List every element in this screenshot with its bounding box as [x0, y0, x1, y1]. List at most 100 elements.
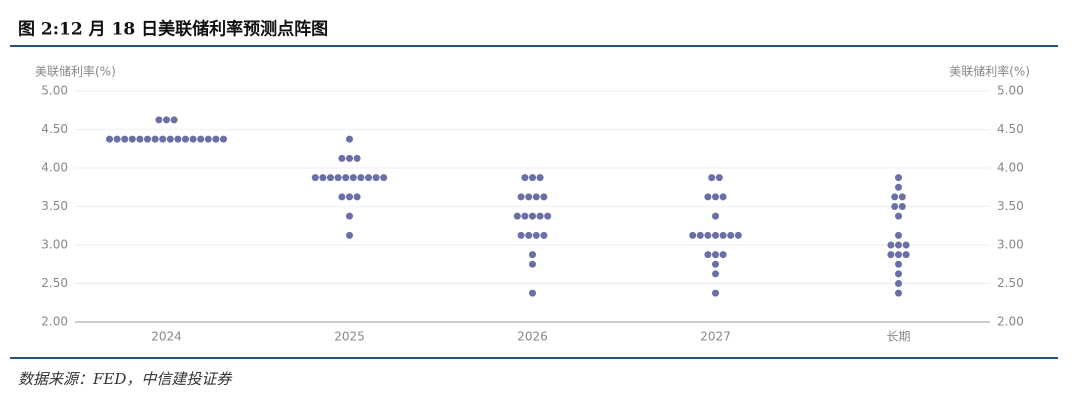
dot	[895, 280, 902, 287]
source-note: 数据来源：FED，中信建投证券	[18, 370, 232, 388]
dot	[338, 154, 346, 162]
dot	[715, 174, 723, 182]
dot	[513, 212, 521, 220]
dot	[525, 193, 533, 201]
y-tick-label: 5.00	[41, 84, 68, 98]
dot	[712, 251, 719, 259]
y-tick-label: 4.50	[41, 122, 68, 136]
dot	[113, 135, 121, 143]
dot	[346, 231, 353, 239]
y-tick-label: 3.50	[41, 199, 68, 213]
dot	[521, 174, 529, 182]
dot	[319, 174, 327, 182]
dot	[712, 212, 719, 220]
dot	[544, 212, 552, 220]
dot	[155, 116, 163, 124]
dot	[895, 174, 902, 182]
dot	[346, 135, 353, 143]
dot	[902, 241, 910, 249]
dot	[174, 135, 182, 143]
dot	[182, 135, 189, 143]
dot	[197, 135, 205, 143]
dot	[349, 174, 357, 182]
y2-tick-label: 4.50	[997, 122, 1024, 136]
dot	[540, 231, 548, 239]
dot	[353, 193, 361, 201]
dot	[708, 174, 716, 182]
dot	[719, 193, 727, 201]
dot	[719, 231, 727, 239]
dot	[380, 174, 388, 182]
dot	[166, 135, 174, 143]
dot	[895, 289, 902, 297]
dot	[536, 174, 544, 182]
chart-title: 图 2:12 月 18 日美联储利率预测点阵图	[18, 19, 328, 40]
dot	[529, 174, 536, 182]
dot	[895, 212, 902, 220]
y2-axis-title: 美联储利率(%)	[949, 64, 1030, 79]
dot	[365, 174, 372, 182]
y2-tick-label: 5.00	[997, 84, 1024, 98]
x-tick-label: 2024	[151, 330, 182, 344]
dot	[891, 193, 899, 201]
dot	[704, 193, 712, 201]
dot	[372, 174, 380, 182]
dot	[902, 251, 910, 259]
dot	[346, 212, 353, 220]
dot	[521, 212, 529, 220]
dot	[106, 135, 113, 143]
dot	[887, 251, 895, 259]
y2-tick-label: 4.00	[997, 161, 1024, 175]
dot	[338, 193, 346, 201]
dot	[204, 135, 212, 143]
dot	[529, 260, 536, 268]
dot	[170, 116, 178, 124]
dot	[712, 193, 719, 201]
dot	[144, 135, 151, 143]
y2-tick-label: 2.50	[997, 276, 1024, 290]
dot	[712, 289, 719, 297]
dot	[898, 193, 906, 201]
dot	[712, 260, 719, 268]
dot	[712, 270, 719, 278]
dot	[712, 231, 719, 239]
dot	[128, 135, 136, 143]
dot	[734, 231, 742, 239]
y-axis-title: 美联储利率(%)	[35, 64, 116, 79]
y2-tick-label: 2.00	[997, 315, 1024, 329]
dot	[895, 241, 902, 249]
dot	[895, 231, 902, 239]
dot	[887, 241, 895, 249]
dot	[334, 174, 342, 182]
dot	[346, 193, 353, 201]
dot	[163, 116, 170, 124]
y-tick-label: 4.00	[41, 161, 68, 175]
dot	[898, 203, 906, 210]
dot	[704, 231, 712, 239]
dot	[212, 135, 220, 143]
x-tick-label: 2027	[700, 330, 731, 344]
dot	[311, 174, 319, 182]
dot	[540, 193, 548, 201]
dot	[136, 135, 144, 143]
dot	[891, 203, 899, 210]
dot	[357, 174, 365, 182]
dot	[529, 289, 536, 297]
dot	[895, 183, 902, 191]
dot	[696, 231, 704, 239]
dot	[536, 212, 544, 220]
dot	[704, 251, 712, 259]
y-tick-label: 2.50	[41, 276, 68, 290]
dot	[121, 135, 129, 143]
x-tick-label: 2025	[334, 330, 365, 344]
dot	[529, 251, 536, 259]
dot	[895, 251, 902, 259]
dot	[346, 154, 353, 162]
y-tick-label: 3.00	[41, 238, 68, 252]
dot	[353, 154, 361, 162]
dot	[327, 174, 334, 182]
y-tick-label: 2.00	[41, 315, 68, 329]
dot	[719, 251, 727, 259]
